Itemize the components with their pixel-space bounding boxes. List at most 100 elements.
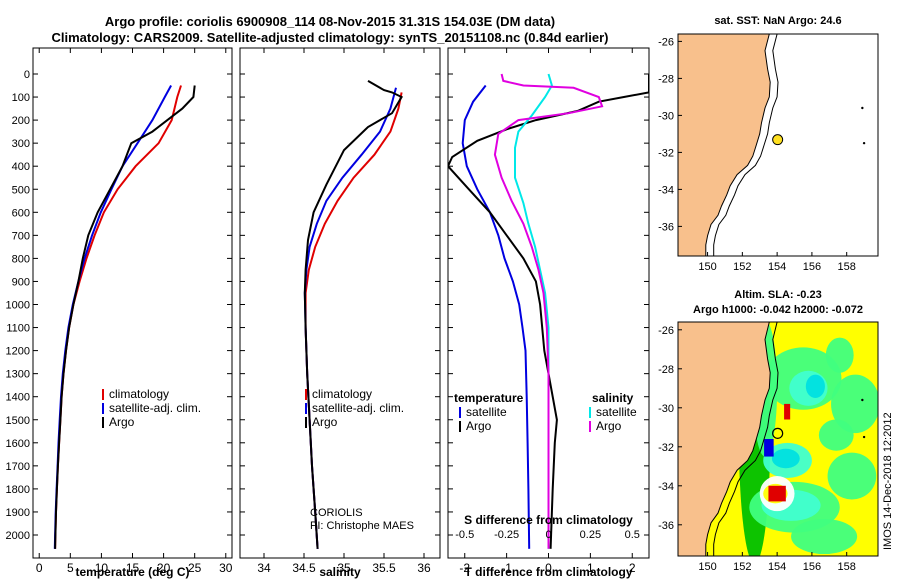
- series-t-satellite: [461, 84, 531, 549]
- series-s-argo: [493, 73, 604, 549]
- map-title: sat. SST: NaN Argo: 24.6: [714, 15, 841, 27]
- y-tick-label: 1900: [6, 507, 30, 519]
- y-tick-label: 0: [24, 69, 30, 81]
- series-climatology: [304, 92, 403, 549]
- series-satellite-adj-clim-: [303, 87, 397, 549]
- y-tick-label: -30: [658, 403, 674, 415]
- x-tick-label: 20: [157, 561, 171, 575]
- x-axis-label: salinity: [319, 565, 361, 579]
- legend-label: satellite: [466, 405, 507, 419]
- sla-blob: [771, 448, 800, 469]
- x-tick-label: 158: [838, 561, 856, 573]
- x-tick-label: 10: [95, 561, 109, 575]
- x-tick-label: 0: [36, 561, 43, 575]
- legend-label: satellite-adj. clim.: [312, 401, 404, 415]
- map-title-line2: Argo h1000: -0.042 h2000: -0.072: [693, 304, 863, 316]
- legend-label: Argo: [596, 419, 622, 433]
- island-dot: [861, 398, 864, 402]
- x-tick-label: 154: [768, 561, 786, 573]
- land-mass: [678, 34, 771, 256]
- x-tick-label: 34.5: [292, 561, 316, 575]
- series-satellite-adj-clim-: [53, 85, 172, 549]
- y-tick-label: 300: [12, 138, 30, 150]
- sla-blob: [818, 419, 854, 451]
- panel-sst-map: 150 152 154 156 158 -26 -28 -30 -32 -34 -36 sat. SS…: [658, 15, 879, 273]
- y-tick-label: 2000: [6, 530, 30, 542]
- x-tick-label: 154: [768, 261, 786, 273]
- figure-title-line1: Argo profile: coriolis 6900908_114 08-No…: [105, 14, 555, 29]
- x-tick-label: -2: [459, 561, 470, 575]
- y-tick-label: -36: [658, 520, 674, 532]
- x-tick-label: 36: [417, 561, 431, 575]
- island-dot: [862, 141, 866, 145]
- sla-negative-patch: [764, 439, 774, 457]
- figure-title-line2: Climatology: CARS2009. Satellite-adjuste…: [51, 30, 608, 45]
- y-tick-label: 400: [12, 161, 30, 173]
- x-tick-label: 156: [803, 561, 821, 573]
- map-frame: [677, 321, 879, 557]
- y-tick-label: -28: [658, 73, 674, 85]
- sla-blob: [791, 518, 858, 555]
- x-axis-label-salinity: S difference from climatology: [464, 513, 633, 527]
- s-tick-label: 0: [545, 529, 551, 541]
- panel-frame: [32, 47, 233, 559]
- y-tick-label: 1800: [6, 484, 30, 496]
- series-argo: [54, 85, 196, 549]
- y-tick-label: -34: [658, 184, 674, 196]
- sla-blob: [805, 374, 825, 399]
- isobath: [713, 322, 779, 556]
- y-tick-label: -30: [658, 110, 674, 122]
- legend-label: Argo: [312, 415, 338, 429]
- sla-blob: [825, 337, 854, 373]
- y-tick-label: -36: [658, 221, 674, 233]
- s-tick-label: 0.25: [580, 529, 601, 541]
- x-tick-label: 35: [337, 561, 351, 575]
- x-tick-label: 156: [803, 261, 821, 273]
- isobath: [713, 34, 779, 256]
- panel-salinity: 34 34.5 35 35.5 36 salinity climatologysatelli…: [239, 47, 441, 579]
- legend-label: Argo: [109, 415, 135, 429]
- s-tick-label: -0.5: [455, 529, 474, 541]
- sla-positive-patch: [784, 403, 791, 420]
- credit-text: IMOS 14-Dec-2018 12:2012: [882, 412, 894, 550]
- map-frame: [677, 33, 879, 257]
- y-tick-label: -32: [658, 147, 674, 159]
- y-tick-label: 1600: [6, 438, 30, 450]
- legend-label: climatology: [312, 387, 372, 401]
- y-tick-label: 1200: [6, 346, 30, 358]
- map-content: [678, 322, 878, 556]
- argo-position-marker: [772, 427, 784, 439]
- panel-frame: [239, 47, 441, 559]
- y-tick-label: -26: [658, 36, 674, 48]
- y-tick-label: 900: [12, 276, 30, 288]
- y-tick-label: 200: [12, 115, 30, 127]
- y-tick-label: 1500: [6, 415, 30, 427]
- y-tick-label: -28: [658, 364, 674, 376]
- legend-label: satellite-adj. clim.: [109, 401, 201, 415]
- y-tick-label: 600: [12, 207, 30, 219]
- panel-sla-map: 150 152 154 156 158 -26 -28 -30 -32 -34 -36 Altim. …: [658, 289, 879, 573]
- sla-blob: [827, 452, 877, 500]
- argo-position-marker: [772, 134, 784, 146]
- y-tick-label: -34: [658, 481, 674, 493]
- map-content: [678, 34, 878, 256]
- x-tick-label: 15: [126, 561, 140, 575]
- y-tick-label: 1700: [6, 461, 30, 473]
- x-tick-label: 152: [733, 261, 751, 273]
- y-tick-label: 1100: [6, 323, 30, 335]
- sla-blob: [831, 374, 878, 434]
- legend-label: satellite: [596, 405, 637, 419]
- x-tick-label: 30: [219, 561, 233, 575]
- x-tick-label: 2: [629, 561, 636, 575]
- x-tick-label: 0: [545, 561, 552, 575]
- legend-title-temperature: temperature: [454, 391, 524, 405]
- sla-positive-patch: [768, 485, 786, 502]
- series-t-argo: [448, 74, 649, 549]
- y-tick-label: 1400: [6, 392, 30, 404]
- x-tick-label: -1: [501, 561, 512, 575]
- panel-difference: -2 -1 0 1 2T difference from climatology temp…: [447, 47, 650, 579]
- s-tick-label: 0.5: [625, 529, 640, 541]
- x-tick-label: 150: [698, 261, 716, 273]
- y-tick-label: 1000: [6, 300, 30, 312]
